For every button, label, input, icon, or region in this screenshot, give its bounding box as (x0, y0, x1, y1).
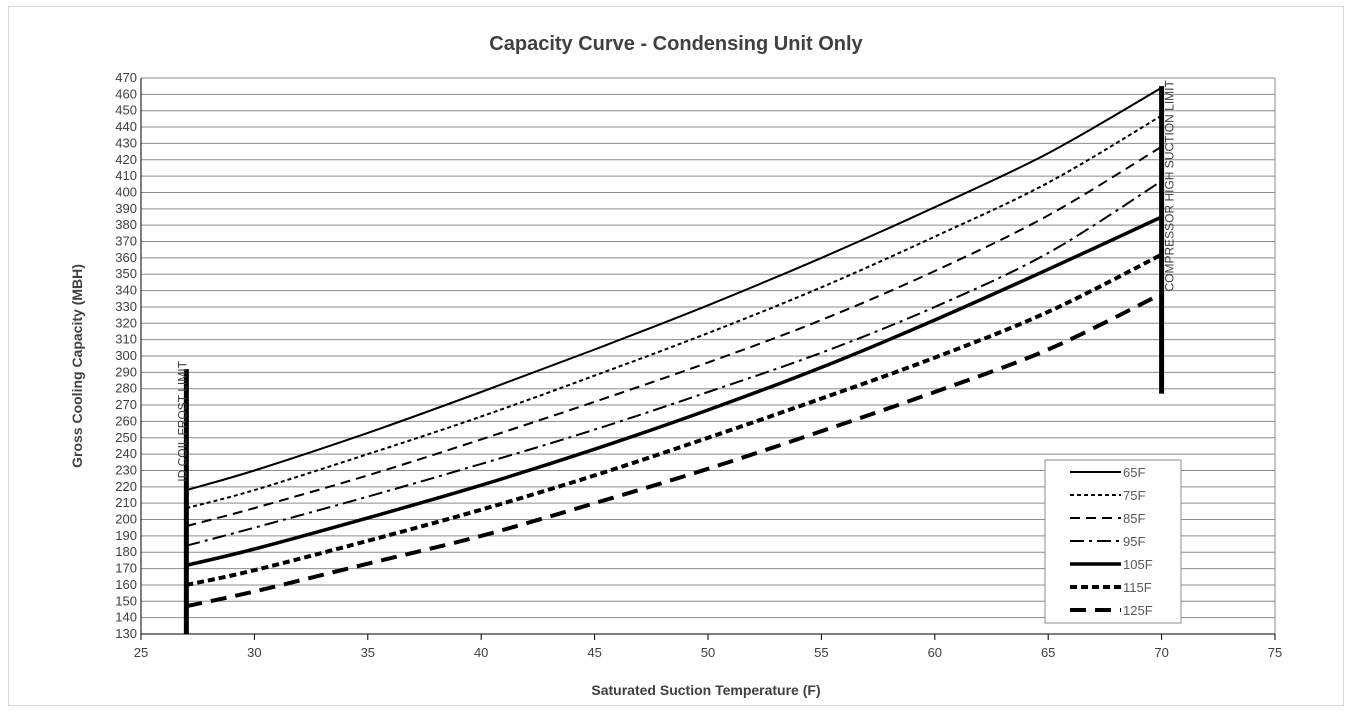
y-tick-label-220: 220 (115, 479, 137, 494)
series-line-115F (185, 252, 1163, 587)
x-tick-label-40: 40 (474, 645, 488, 660)
x-tick-label-45: 45 (587, 645, 601, 660)
y-tick-label-380: 380 (115, 217, 137, 232)
axes (140, 78, 1276, 640)
legend-label-65F: 65F (1123, 465, 1145, 480)
legend-box (1044, 459, 1182, 624)
series-line-65F (186, 86, 1163, 492)
y-tick-label-470: 470 (115, 70, 137, 85)
legend-label-105F: 105F (1123, 557, 1153, 572)
y-tick-label-410: 410 (115, 168, 137, 183)
y-tick-label-320: 320 (115, 315, 137, 330)
y-tick-label-130: 130 (115, 626, 137, 641)
y-tick-label-290: 290 (115, 364, 137, 379)
y-tick-label-430: 430 (115, 135, 137, 150)
legend-label-125F: 125F (1123, 603, 1153, 618)
x-tick-label-50: 50 (701, 645, 715, 660)
y-tick-label-370: 370 (115, 234, 137, 249)
y-tick-label-200: 200 (115, 512, 137, 527)
x-tick-label-65: 65 (1041, 645, 1055, 660)
y-tick-label-400: 400 (115, 184, 137, 199)
y-tick-label-150: 150 (115, 593, 137, 608)
y-tick-label-360: 360 (115, 250, 137, 265)
legend-label-95F: 95F (1123, 534, 1145, 549)
y-tick-label-210: 210 (115, 495, 137, 510)
y-tick-label-190: 190 (115, 528, 137, 543)
x-tick-label-55: 55 (814, 645, 828, 660)
legend-label-115F: 115F (1123, 580, 1152, 595)
limit-label-frost: ID COIL FROST LIMIT (175, 360, 189, 481)
x-tick-label-70: 70 (1154, 645, 1168, 660)
y-axis-label: Gross Cooling Capacity (MBH) (69, 264, 85, 468)
chart-frame (8, 6, 1344, 706)
y-tick-label-310: 310 (115, 332, 137, 347)
x-axis-label: Saturated Suction Temperature (F) (591, 682, 820, 698)
y-tick-label-390: 390 (115, 201, 137, 216)
limit-lines: ID COIL FROST LIMIT COMPRESSOR HIGH SUCTI… (175, 80, 1177, 634)
y-tick-label-300: 300 (115, 348, 137, 363)
y-tick-label-270: 270 (115, 397, 137, 412)
series-line-125F (185, 292, 1163, 609)
y-tick-label-460: 460 (115, 86, 137, 101)
y-tick-label-340: 340 (115, 283, 137, 298)
y-tick-label-170: 170 (115, 561, 137, 576)
x-tick-label-60: 60 (928, 645, 942, 660)
legend-label-85F: 85F (1123, 511, 1145, 526)
chart-title: Capacity Curve - Condensing Unit Only (489, 33, 863, 55)
y-tick-label-180: 180 (115, 544, 137, 559)
series-line-85F (186, 145, 1163, 528)
y-tick-label-440: 440 (115, 119, 137, 134)
legend-label-75F: 75F (1123, 488, 1145, 503)
x-tick-label-75: 75 (1268, 645, 1282, 660)
y-tick-label-230: 230 (115, 462, 137, 477)
y-tick-label-160: 160 (115, 577, 137, 592)
y-tick-label-260: 260 (115, 413, 137, 428)
y-tick-label-140: 140 (115, 610, 137, 625)
limit-label-high-suction: COMPRESSOR HIGH SUCTION LIMIT (1163, 80, 1177, 292)
x-tick-label-35: 35 (361, 645, 375, 660)
y-tick-label-450: 450 (115, 103, 137, 118)
series-line-75F (186, 114, 1163, 510)
legend: 65F 75F 85F 95F 105F 115F 125F (1044, 459, 1182, 624)
x-tick-label-25: 25 (134, 645, 148, 660)
y-tick-label-240: 240 (115, 446, 137, 461)
y-tick-label-350: 350 (115, 266, 137, 281)
series-lines (185, 86, 1163, 609)
x-tick-label-30: 30 (247, 645, 261, 660)
y-tick-label-280: 280 (115, 381, 137, 396)
x-tick-labels: 25 30 35 40 45 50 55 60 65 70 75 (134, 645, 1282, 660)
series-line-105F (185, 215, 1163, 568)
y-tick-label-330: 330 (115, 299, 137, 314)
y-tick-label-420: 420 (115, 152, 137, 167)
y-tick-label-250: 250 (115, 430, 137, 445)
